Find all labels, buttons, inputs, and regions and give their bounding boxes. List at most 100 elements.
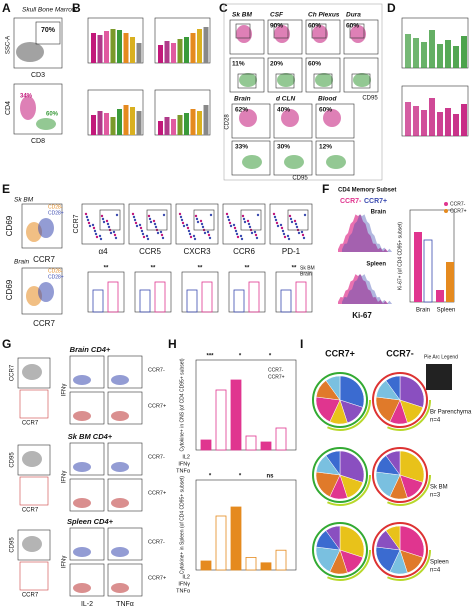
event-dot xyxy=(114,236,118,240)
gate xyxy=(237,73,257,89)
panel-letter: I xyxy=(300,337,303,351)
event-dot xyxy=(248,225,252,229)
population xyxy=(111,462,129,472)
plot-frame xyxy=(273,103,313,139)
label: α4 xyxy=(98,247,108,256)
label: Brain xyxy=(234,96,251,103)
event-dot xyxy=(140,229,144,233)
event-dot xyxy=(189,235,193,239)
plot-frame xyxy=(107,391,143,425)
event-dot xyxy=(109,231,113,235)
decor-bar xyxy=(445,40,451,68)
plot-frame xyxy=(134,271,172,313)
event-dot xyxy=(241,214,245,218)
gate xyxy=(193,209,215,231)
population xyxy=(281,109,299,127)
decor-bar xyxy=(429,30,435,68)
event-dot xyxy=(135,224,139,228)
event-dot xyxy=(302,236,306,240)
arc-ring xyxy=(369,369,431,431)
label: CD28 xyxy=(225,114,231,130)
population xyxy=(284,155,304,169)
label: Spleen CD4+ xyxy=(67,517,114,526)
arc-ring xyxy=(309,519,371,581)
label: PD-1 xyxy=(282,247,301,256)
event-dot xyxy=(133,218,137,222)
event-dot xyxy=(179,215,183,219)
label: CCR7+ xyxy=(268,374,285,380)
population xyxy=(73,498,91,508)
plot-frame xyxy=(69,391,105,425)
label: CD28- xyxy=(48,268,63,274)
population xyxy=(236,25,252,43)
label: CCR7- xyxy=(148,367,165,373)
population xyxy=(323,109,341,127)
panel-letter: G xyxy=(2,337,11,351)
histogram xyxy=(342,274,392,304)
event-dot xyxy=(297,231,301,235)
event-dot xyxy=(300,230,304,234)
population xyxy=(326,155,346,169)
label: Brain CD4+ xyxy=(70,345,111,354)
decor-bar xyxy=(197,111,202,135)
event-dot xyxy=(94,232,98,236)
population xyxy=(242,155,262,169)
pie-slice xyxy=(339,375,365,408)
label: CCR7+ xyxy=(148,403,166,409)
label: Sk BM xyxy=(430,485,448,491)
label: n=4 xyxy=(430,568,441,574)
event-dot xyxy=(105,219,109,223)
label: Ki-67+ (of CD4 CD95+ subset) xyxy=(397,222,403,290)
decor-bar xyxy=(97,35,103,63)
event-dot xyxy=(194,214,198,218)
event-dot xyxy=(134,221,138,225)
decor-bar xyxy=(233,289,245,313)
decor-bar xyxy=(158,45,163,63)
event-dot xyxy=(159,230,163,234)
population xyxy=(22,364,42,380)
label: CD4 Memory Subset xyxy=(338,188,396,194)
label: SSC-A xyxy=(6,36,12,54)
label: Sk BM xyxy=(14,197,34,204)
label: CD95 xyxy=(362,96,378,102)
event-dot xyxy=(160,233,164,237)
event-dot xyxy=(196,220,200,224)
label: CD95 xyxy=(10,452,16,468)
decor-bar xyxy=(453,114,459,136)
label: CCR7+ xyxy=(364,198,387,205)
plot-frame xyxy=(175,203,219,245)
event-dot xyxy=(276,224,280,228)
label: CD28+ xyxy=(48,274,64,280)
event-dot xyxy=(113,233,117,237)
event-dot xyxy=(141,232,145,236)
decor-bar xyxy=(104,31,109,63)
event-dot xyxy=(98,234,102,238)
population xyxy=(20,96,36,120)
decor-bar xyxy=(461,104,467,136)
label: CCR7 xyxy=(22,593,39,599)
histogram xyxy=(338,214,388,252)
label: * xyxy=(209,474,212,480)
event-dot xyxy=(152,219,156,223)
panel-letter: H xyxy=(168,337,177,351)
population xyxy=(73,583,91,593)
gate xyxy=(35,21,61,45)
label: CCR7+ xyxy=(148,575,166,581)
population xyxy=(350,25,366,43)
label: Skull Bone Marrow xyxy=(22,7,78,14)
plot-frame xyxy=(69,563,105,597)
panel-letter: D xyxy=(387,1,396,15)
decor-bar xyxy=(139,289,151,313)
plot-frame xyxy=(69,527,105,561)
decor-bar xyxy=(136,111,142,135)
decor-bar xyxy=(248,281,260,313)
label: * xyxy=(269,354,272,360)
panel-letter: C xyxy=(219,1,228,15)
arc-ring xyxy=(312,447,368,503)
label: CCR7 xyxy=(22,508,39,514)
label: CD95 xyxy=(292,176,308,182)
pie-slice xyxy=(339,525,365,558)
event-dot xyxy=(233,226,237,230)
plot-frame xyxy=(305,19,341,55)
event-dot xyxy=(206,230,210,234)
